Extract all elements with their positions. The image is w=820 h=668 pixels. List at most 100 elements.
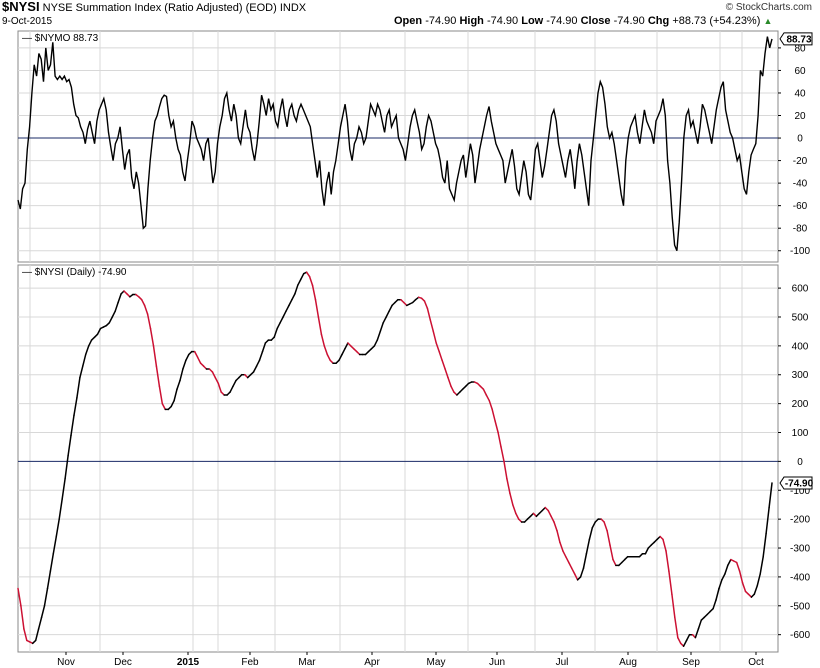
y-tick-label: -40 xyxy=(793,179,808,190)
nysi-segment xyxy=(117,293,122,304)
open-label: Open xyxy=(394,15,423,27)
nysi-segment xyxy=(591,521,597,529)
y-tick-label: 500 xyxy=(792,312,809,323)
nysi-segment xyxy=(179,368,184,382)
nysi-segment xyxy=(40,605,46,619)
nysi-segment xyxy=(674,616,679,639)
nysi-segment xyxy=(64,454,69,480)
nysi-segment xyxy=(438,350,443,362)
nysi-segment xyxy=(568,561,573,569)
close-value: -74.90 xyxy=(613,15,645,27)
nysi-segment xyxy=(553,521,558,532)
nysi-segment xyxy=(43,587,49,607)
nysi-segment xyxy=(61,477,66,500)
nysi-segment xyxy=(279,316,284,324)
nysi-segment xyxy=(291,293,296,301)
nysi-segment xyxy=(512,503,517,515)
nysi-segment xyxy=(308,275,314,286)
nysi-segment xyxy=(609,544,614,561)
nysi-segment xyxy=(426,307,432,321)
nysi-segment xyxy=(682,639,688,647)
nysi-segment xyxy=(55,518,60,538)
nysi-segment xyxy=(252,365,258,373)
nysi-segment xyxy=(73,397,78,416)
chart-title: NYSE Summation Index (Ratio Adjusted) (E… xyxy=(42,2,277,14)
nysi-segment xyxy=(765,506,770,535)
nysi-segment xyxy=(759,555,764,575)
y-tick-label: -300 xyxy=(790,544,810,555)
nysi-segment xyxy=(447,376,452,388)
y-tick-label: 600 xyxy=(792,284,809,295)
chart-header: $NYSI NYSE Summation Index (Ratio Adjust… xyxy=(2,0,306,15)
nysi-segment xyxy=(297,278,302,286)
nysi-segment xyxy=(285,304,290,312)
nysi-segment xyxy=(612,558,617,567)
nysi-segment xyxy=(697,619,703,630)
y-tick-label: -600 xyxy=(790,630,810,641)
nysi-segment xyxy=(326,353,331,362)
y-tick-label: -100 xyxy=(790,246,810,257)
nysi-segment xyxy=(388,304,393,312)
nysi-segment xyxy=(444,368,449,379)
symbol: $NYSI xyxy=(2,0,40,14)
nysi-segment xyxy=(712,599,717,610)
nysi-segment xyxy=(214,376,220,385)
low-value: -74.90 xyxy=(546,15,578,27)
x-tick-label: Jul xyxy=(556,657,569,668)
nysi-segment xyxy=(738,570,744,584)
high-value: -74.90 xyxy=(486,15,519,27)
nysi-segment xyxy=(491,408,496,422)
nysi-segment xyxy=(579,567,585,578)
y-tick-label: -500 xyxy=(790,601,810,612)
nysi-segment xyxy=(49,553,55,572)
nysi-segment xyxy=(294,284,299,295)
x-tick-label: Nov xyxy=(57,657,75,668)
nysi-segment xyxy=(70,414,75,437)
x-tick-label: Oct xyxy=(748,657,764,668)
nysi-segment xyxy=(161,402,167,411)
nysi-segment xyxy=(176,379,181,390)
nysi-segment xyxy=(282,310,287,318)
last-value-box xyxy=(779,32,813,46)
x-tick-label: Apr xyxy=(364,657,380,668)
nysi-segment xyxy=(261,342,267,353)
nysi-segment xyxy=(668,570,673,595)
nysi-segment xyxy=(718,579,723,590)
nysi-segment xyxy=(311,284,317,301)
nysi-segment xyxy=(87,339,93,347)
y-tick-label: 100 xyxy=(792,428,809,439)
nysi-segment xyxy=(111,310,116,318)
nysi-segment xyxy=(170,399,175,408)
x-tick-label: May xyxy=(427,657,446,668)
y-tick-label: 300 xyxy=(792,370,809,381)
x-tick-label: Sep xyxy=(682,657,700,668)
nysi-segment xyxy=(46,570,52,590)
nysi-segment xyxy=(585,538,591,555)
nysi-segment xyxy=(721,573,726,581)
nysi-segment xyxy=(52,535,58,555)
nysi-segment xyxy=(385,310,390,318)
nysi-segment xyxy=(735,561,741,572)
nysi-segment xyxy=(588,527,594,541)
y-tick-label: -200 xyxy=(790,515,810,526)
nysi-segment xyxy=(67,434,72,457)
nysi-segment xyxy=(762,532,767,558)
nysi-segment xyxy=(317,316,323,336)
nysi-segment xyxy=(20,605,25,630)
y-tick-label: -100 xyxy=(790,486,810,497)
nysi-segment xyxy=(559,541,564,552)
low-label: Low xyxy=(521,15,544,27)
y-tick-label: 200 xyxy=(792,399,809,410)
nysi-segment xyxy=(158,385,164,405)
nysi-segment xyxy=(435,342,440,353)
close-label: Close xyxy=(580,15,611,27)
nysi-segment xyxy=(229,385,234,393)
nysi-segment xyxy=(341,348,346,356)
nysi-segment xyxy=(323,345,329,356)
open-value: -74.90 xyxy=(425,15,457,27)
nysi-segment xyxy=(34,628,40,642)
nysi-segment xyxy=(423,300,429,310)
nysi-segment xyxy=(232,379,237,388)
x-tick-label: Dec xyxy=(114,657,132,668)
